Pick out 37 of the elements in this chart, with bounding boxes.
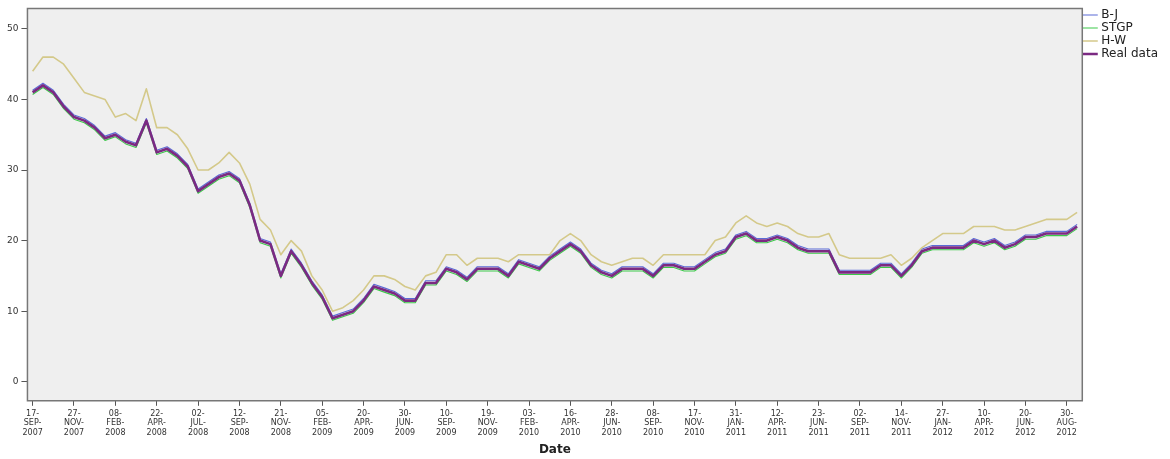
x-tick-label: 20-APR-2009 [353, 408, 374, 437]
x-tick-label: 05-FEB-2009 [312, 408, 333, 437]
x-tick-label: 23-JUN-2011 [808, 408, 829, 437]
x-tick-label: 02-SEP-2011 [849, 408, 871, 437]
x-tick-label: 28-JUN-2010 [601, 408, 622, 437]
x-tick-label: 12-APR-2011 [767, 408, 788, 437]
y-tick-label: 20 [7, 234, 19, 245]
x-tick-label: 27-NOV-2007 [63, 408, 85, 437]
x-tick-label: 30-JUN-2009 [394, 408, 416, 437]
x-tick-label: 08-FEB-2008 [105, 408, 126, 437]
x-tick-label: 30-AUG-2012 [1056, 408, 1078, 437]
legend-label: STGP [1101, 20, 1133, 35]
x-tick-label: 08-SEP-2010 [642, 408, 664, 437]
x-tick-label: 10-SEP-2009 [436, 408, 457, 437]
x-tick-label: 21-NOV-2008 [270, 408, 291, 437]
x-tick-label: 16-APR-2010 [560, 408, 581, 437]
x-tick-label: 03-FEB-2010 [518, 408, 540, 437]
x-tick-label: 17-NOV-2010 [684, 408, 705, 437]
y-tick-label: 30 [7, 164, 19, 175]
x-tick-label: 27-JAN-2012 [932, 408, 953, 437]
x-axis-title: Date [538, 441, 571, 456]
x-tick-label: 31-JAN-2011 [725, 408, 747, 437]
x-tick-label: 22-APR-2008 [146, 408, 167, 437]
y-tick-label: 50 [7, 23, 19, 34]
legend-label: H-W [1101, 33, 1127, 48]
legend-label: B-J [1101, 7, 1119, 22]
x-tick-label: 19-NOV-2009 [477, 408, 498, 437]
x-tick-label: 02-JUL-2008 [187, 408, 209, 437]
x-tick-label: 14-NOV-2011 [891, 408, 912, 437]
x-tick-label: 10-APR-2012 [973, 408, 995, 437]
legend-label: Real data [1101, 46, 1159, 61]
x-tick-label: 17-SEP-2007 [22, 408, 43, 437]
y-tick-label: 0 [12, 376, 19, 387]
x-tick-label: 20-JUN-2012 [1015, 408, 1036, 437]
y-tick-label: 10 [7, 305, 19, 316]
y-tick-label: 40 [7, 93, 19, 104]
x-tick-label: 12-SEP-2008 [229, 408, 250, 437]
